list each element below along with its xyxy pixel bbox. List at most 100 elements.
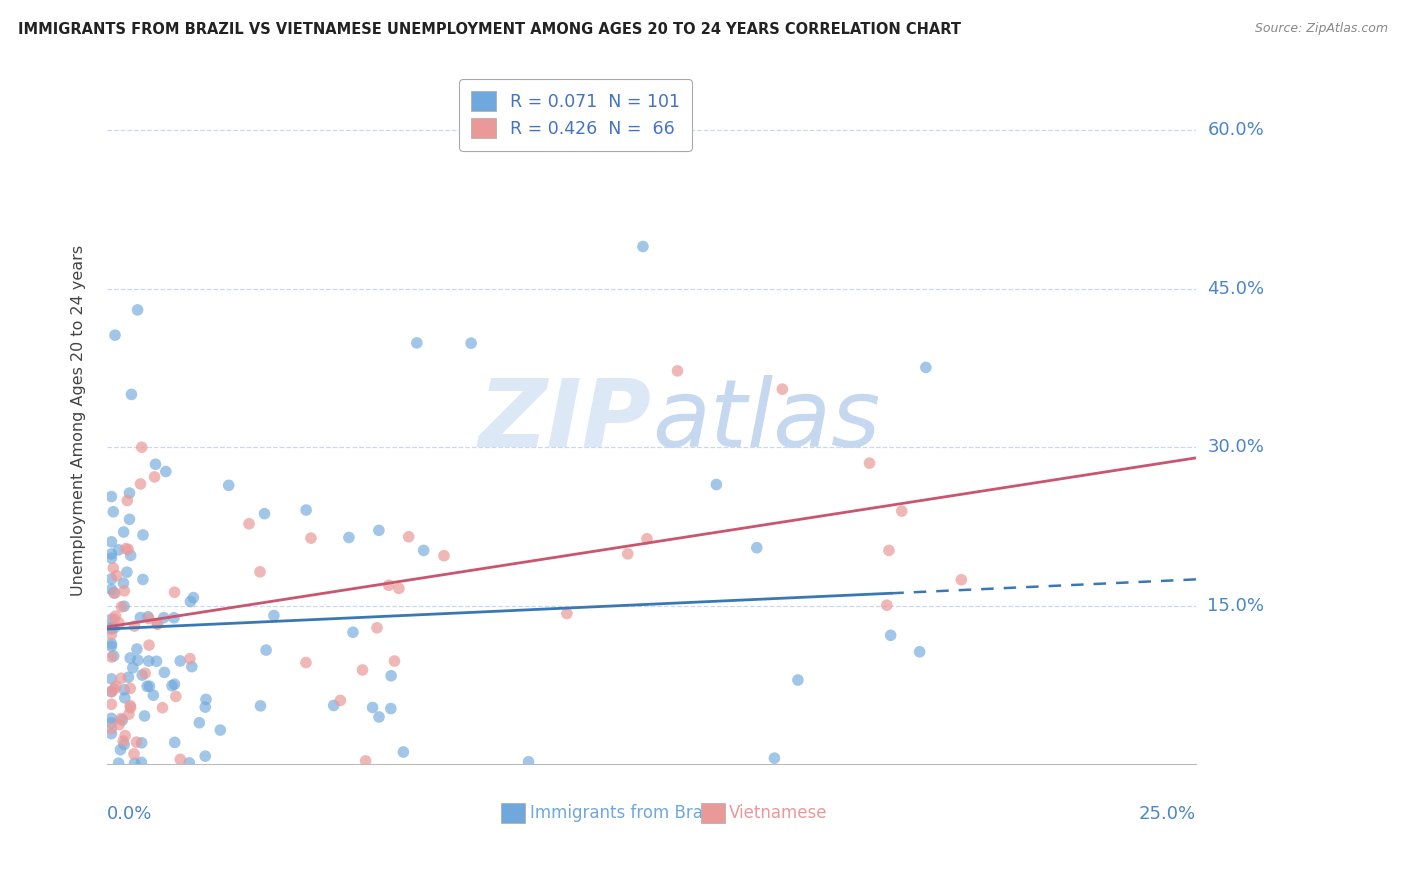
Point: [136, 609, 159, 624]
Point: [337, 531, 360, 545]
Point: [142, 688, 165, 702]
Point: [118, 486, 141, 500]
Point: [127, 653, 149, 667]
Text: 15.0%: 15.0%: [1208, 597, 1264, 615]
Point: [138, 638, 160, 652]
Point: [117, 542, 139, 557]
Text: 0.0%: 0.0%: [107, 805, 152, 823]
Point: [103, 561, 125, 575]
Point: [249, 698, 271, 713]
Point: [398, 530, 420, 544]
Point: [134, 709, 156, 723]
Point: [103, 648, 125, 663]
Point: [100, 627, 122, 641]
Point: [146, 617, 169, 632]
Point: [354, 754, 377, 768]
Point: [112, 599, 135, 614]
Point: [117, 493, 139, 508]
FancyBboxPatch shape: [502, 804, 526, 822]
Point: [195, 692, 218, 706]
Point: [329, 693, 352, 707]
FancyBboxPatch shape: [700, 804, 724, 822]
Point: [100, 684, 122, 698]
Point: [877, 543, 900, 558]
Point: [858, 456, 880, 470]
Point: [127, 302, 149, 317]
Point: [380, 669, 402, 683]
Point: [125, 735, 148, 749]
Point: [114, 690, 136, 705]
Point: [879, 628, 901, 642]
Point: [103, 505, 125, 519]
Point: [100, 572, 122, 586]
Point: [163, 585, 186, 599]
Text: Immigrants from Brazil: Immigrants from Brazil: [530, 804, 720, 822]
Point: [367, 524, 389, 538]
Point: [103, 612, 125, 626]
Point: [131, 756, 153, 770]
Point: [263, 608, 285, 623]
Point: [110, 712, 132, 726]
Point: [460, 336, 482, 351]
Point: [392, 745, 415, 759]
Point: [100, 621, 122, 635]
Point: [145, 457, 167, 471]
Point: [145, 654, 167, 668]
Point: [120, 549, 142, 563]
Point: [100, 534, 122, 549]
Point: [100, 612, 122, 626]
Point: [131, 440, 153, 454]
Point: [111, 713, 134, 727]
Point: [112, 738, 135, 752]
Point: [108, 615, 131, 630]
Point: [104, 621, 127, 635]
Point: [103, 681, 125, 696]
Text: 25.0%: 25.0%: [1139, 805, 1197, 823]
Point: [120, 681, 142, 696]
Point: [218, 478, 240, 492]
Point: [129, 477, 152, 491]
Point: [163, 735, 186, 749]
Point: [104, 586, 127, 600]
Point: [100, 551, 122, 566]
Point: [295, 656, 318, 670]
Point: [165, 690, 187, 704]
Point: [132, 528, 155, 542]
Point: [131, 736, 153, 750]
Point: [342, 625, 364, 640]
Point: [124, 756, 146, 771]
Point: [115, 541, 138, 556]
Point: [100, 650, 122, 665]
Point: [110, 742, 132, 756]
Point: [138, 679, 160, 693]
Point: [104, 328, 127, 343]
Point: [146, 616, 169, 631]
Point: [666, 364, 689, 378]
Point: [763, 751, 786, 765]
Point: [115, 565, 138, 579]
Point: [100, 715, 122, 730]
Point: [238, 516, 260, 531]
Point: [112, 576, 135, 591]
Point: [160, 679, 183, 693]
Point: [384, 654, 406, 668]
Point: [153, 665, 176, 680]
Point: [132, 573, 155, 587]
Point: [908, 645, 931, 659]
Text: 60.0%: 60.0%: [1208, 121, 1264, 139]
Point: [100, 637, 122, 651]
Text: ZIP: ZIP: [479, 375, 651, 467]
Point: [183, 591, 205, 605]
Point: [118, 707, 141, 722]
Point: [120, 651, 142, 665]
Point: [118, 512, 141, 526]
Point: [194, 700, 217, 714]
Point: [122, 747, 145, 761]
Point: [134, 666, 156, 681]
Point: [555, 607, 578, 621]
Point: [616, 547, 638, 561]
Point: [138, 611, 160, 625]
Point: [108, 717, 131, 731]
Point: [322, 698, 344, 713]
Point: [155, 465, 177, 479]
